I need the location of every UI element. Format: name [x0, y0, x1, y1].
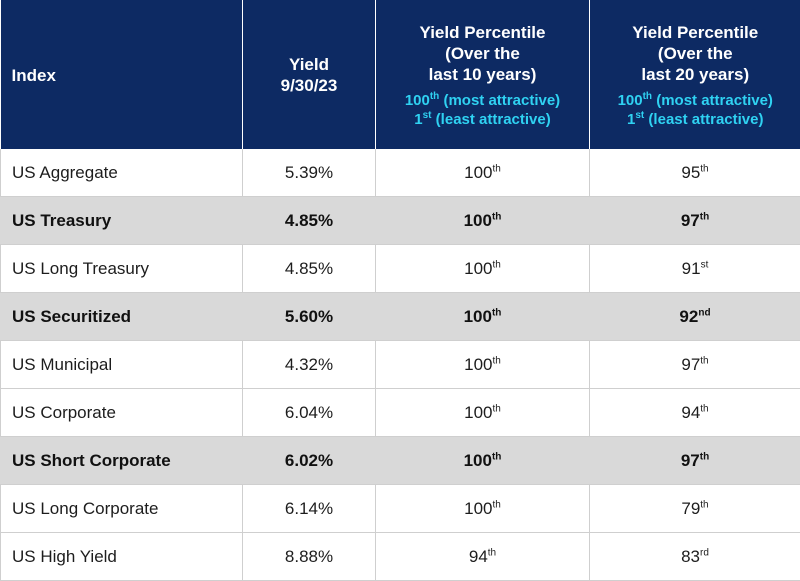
cell-index: US Long Corporate: [1, 485, 243, 533]
table-body: US Aggregate 5.39% 100th 95th US Treasur…: [1, 149, 800, 581]
header-p10-line2: (Over the: [376, 43, 589, 64]
header-index: Index: [1, 1, 243, 150]
cell-p20: 92nd: [590, 293, 800, 341]
cell-index: US Aggregate: [1, 149, 243, 197]
cell-yield: 4.32%: [243, 341, 376, 389]
cell-p10: 100th: [376, 197, 590, 245]
cell-p20: 94th: [590, 389, 800, 437]
cell-yield: 8.88%: [243, 533, 376, 581]
legend-least-attractive: 1st (least attractive): [376, 110, 589, 129]
cell-p10: 100th: [376, 437, 590, 485]
header-yield-line2: 9/30/23: [243, 75, 375, 96]
header-percentile-10y: Yield Percentile (Over the last 10 years…: [376, 1, 590, 150]
header-row: Index Yield 9/30/23 Yield Percentile (Ov…: [1, 1, 800, 150]
cell-index: US Short Corporate: [1, 437, 243, 485]
table-row: US Short Corporate 6.02% 100th 97th: [1, 437, 800, 485]
header-p20-legend: 100th (most attractive) 1st (least attra…: [590, 91, 800, 129]
table-row: US High Yield 8.88% 94th 83rd: [1, 533, 800, 581]
header-yield: Yield 9/30/23: [243, 1, 376, 150]
cell-p20: 97th: [590, 437, 800, 485]
header-p20-line1: Yield Percentile: [590, 22, 800, 43]
table-row: US Aggregate 5.39% 100th 95th: [1, 149, 800, 197]
cell-p10: 100th: [376, 293, 590, 341]
legend-most-attractive: 100th (most attractive): [590, 91, 800, 110]
cell-yield: 4.85%: [243, 245, 376, 293]
header-p10-legend: 100th (most attractive) 1st (least attra…: [376, 91, 589, 129]
cell-yield: 6.04%: [243, 389, 376, 437]
legend-most-attractive: 100th (most attractive): [376, 91, 589, 110]
header-yield-line1: Yield: [243, 54, 375, 75]
header-p10-line1: Yield Percentile: [376, 22, 589, 43]
cell-p10: 100th: [376, 341, 590, 389]
header-p20-line2: (Over the: [590, 43, 800, 64]
cell-index: US Long Treasury: [1, 245, 243, 293]
legend-least-attractive: 1st (least attractive): [590, 110, 800, 129]
cell-p20: 97th: [590, 341, 800, 389]
cell-index: US Municipal: [1, 341, 243, 389]
cell-index: US Securitized: [1, 293, 243, 341]
table-row: US Corporate 6.04% 100th 94th: [1, 389, 800, 437]
cell-p20: 95th: [590, 149, 800, 197]
cell-yield: 5.60%: [243, 293, 376, 341]
cell-p10: 94th: [376, 533, 590, 581]
table-row: US Municipal 4.32% 100th 97th: [1, 341, 800, 389]
cell-index: US Corporate: [1, 389, 243, 437]
table-header: Index Yield 9/30/23 Yield Percentile (Ov…: [1, 1, 800, 150]
header-percentile-20y: Yield Percentile (Over the last 20 years…: [590, 1, 800, 150]
cell-p10: 100th: [376, 149, 590, 197]
header-p10-line3: last 10 years): [376, 64, 589, 85]
table-row: US Securitized 5.60% 100th 92nd: [1, 293, 800, 341]
table-row: US Treasury 4.85% 100th 97th: [1, 197, 800, 245]
cell-p20: 79th: [590, 485, 800, 533]
table-row: US Long Treasury 4.85% 100th 91st: [1, 245, 800, 293]
cell-index: US Treasury: [1, 197, 243, 245]
cell-yield: 6.02%: [243, 437, 376, 485]
cell-yield: 5.39%: [243, 149, 376, 197]
cell-p10: 100th: [376, 389, 590, 437]
table-row: US Long Corporate 6.14% 100th 79th: [1, 485, 800, 533]
cell-p10: 100th: [376, 245, 590, 293]
cell-index: US High Yield: [1, 533, 243, 581]
cell-p20: 83rd: [590, 533, 800, 581]
cell-yield: 4.85%: [243, 197, 376, 245]
cell-yield: 6.14%: [243, 485, 376, 533]
header-p20-line3: last 20 years): [590, 64, 800, 85]
cell-p10: 100th: [376, 485, 590, 533]
cell-p20: 91st: [590, 245, 800, 293]
cell-p20: 97th: [590, 197, 800, 245]
